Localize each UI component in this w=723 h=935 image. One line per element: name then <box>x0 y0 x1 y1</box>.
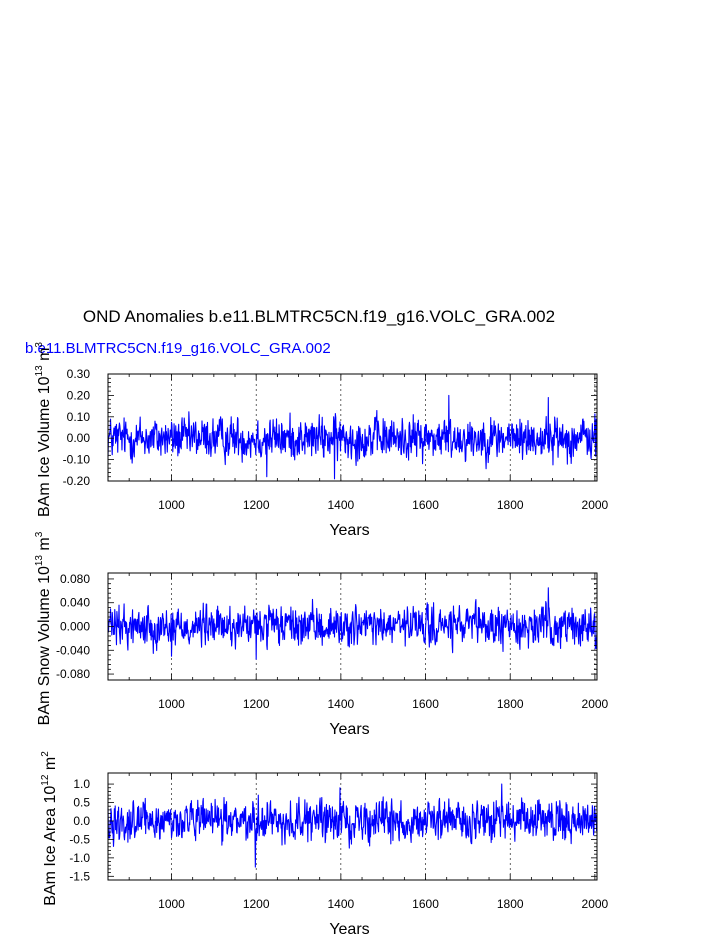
y-tick-label: 0.040 <box>60 596 90 610</box>
x-tick-label: 1600 <box>412 498 439 512</box>
y-tick-label: -0.20 <box>63 474 91 488</box>
y-axis-label: BAm Ice Volume 1013 m3 <box>34 342 53 517</box>
x-tick-label: 1200 <box>243 697 270 711</box>
x-tick-label: 1400 <box>328 498 355 512</box>
x-tick-label: 1200 <box>243 498 270 512</box>
y-tick-label: -0.080 <box>56 667 90 681</box>
y-axis-label-part: 3 <box>34 531 45 537</box>
x-axis-label: Years <box>329 921 369 935</box>
y-axis-label-part: 12 <box>40 774 51 786</box>
y-tick-label: -0.040 <box>56 643 90 657</box>
y-tick-label: 0.00 <box>67 431 91 445</box>
y-axis-label-part: m <box>36 348 53 366</box>
y-tick-label: -1.5 <box>69 869 90 883</box>
x-tick-label: 1000 <box>158 498 185 512</box>
y-tick-label: -0.10 <box>63 453 91 467</box>
x-axis-label: Years <box>329 522 369 539</box>
y-axis-label: BAm Snow Volume 1013 m3 <box>34 531 53 725</box>
y-tick-label: -0.5 <box>69 832 90 846</box>
y-tick-label: -1.0 <box>69 851 90 865</box>
x-tick-label: 1400 <box>328 897 355 911</box>
x-tick-label: 2000 <box>582 498 609 512</box>
x-tick-label: 1600 <box>412 897 439 911</box>
x-tick-label: 1800 <box>497 498 524 512</box>
series-line <box>107 394 598 480</box>
y-axis-label-part: 3 <box>34 342 45 348</box>
x-tick-label: 1000 <box>158 897 185 911</box>
y-axis-label-part: 13 <box>34 555 45 567</box>
plot-frame <box>107 772 598 881</box>
x-tick-label: 2000 <box>582 897 609 911</box>
figure-title: OND Anomalies b.e11.BLMTRC5CN.f19_g16.VO… <box>83 307 555 326</box>
y-tick-label: 0.080 <box>60 572 90 586</box>
panel-snow-volume: 1000 1200 1400 1600 1800 2000 -0.080 -0.040 0.00… <box>34 531 609 738</box>
x-axis-label: Years <box>329 721 369 738</box>
y-axis-label-part: m <box>36 537 53 555</box>
x-tick-label: 1800 <box>497 697 524 711</box>
x-tick-label: 2000 <box>582 697 609 711</box>
x-tick-label: 1800 <box>497 897 524 911</box>
y-tick-label: 0.30 <box>67 367 91 381</box>
y-tick-label: 0.20 <box>67 388 91 402</box>
panel-ice-volume: 1000 1200 1400 1600 1800 2000 -0.20 -0.10 0.00 0.… <box>34 342 609 539</box>
x-tick-label: 1600 <box>412 697 439 711</box>
y-axis-label-part: BAm Snow Volume 10 <box>36 566 53 725</box>
x-tick-label: 1200 <box>243 897 270 911</box>
series-line <box>107 587 598 660</box>
x-tick-label: 1000 <box>158 697 185 711</box>
y-axis-label-part: m <box>42 757 59 775</box>
y-tick-label: 0.0 <box>73 814 90 828</box>
y-tick-label: 0.10 <box>67 410 91 424</box>
y-axis-label-part: 13 <box>34 365 45 377</box>
plot-frame <box>107 373 598 482</box>
y-axis-label-part: BAm Ice Area 10 <box>42 786 59 906</box>
figure-subtitle: b.e11.BLMTRC5CN.f19_g16.VOLC_GRA.002 <box>25 340 331 357</box>
series-line <box>107 783 598 868</box>
y-axis-label-part: 2 <box>40 751 51 757</box>
y-tick-label: 0.5 <box>73 796 90 810</box>
y-tick-label: 1.0 <box>73 777 90 791</box>
x-tick-label: 1400 <box>328 697 355 711</box>
y-tick-label: 0.000 <box>60 620 90 634</box>
y-axis-label: BAm Ice Area 1012 m2 <box>40 751 59 906</box>
panel-ice-area: 1000 1200 1400 1600 1800 2000 -1.5 -1.0 -0.5 0.0 0… <box>40 751 609 935</box>
y-axis-label-part: BAm Ice Volume 10 <box>36 376 53 517</box>
